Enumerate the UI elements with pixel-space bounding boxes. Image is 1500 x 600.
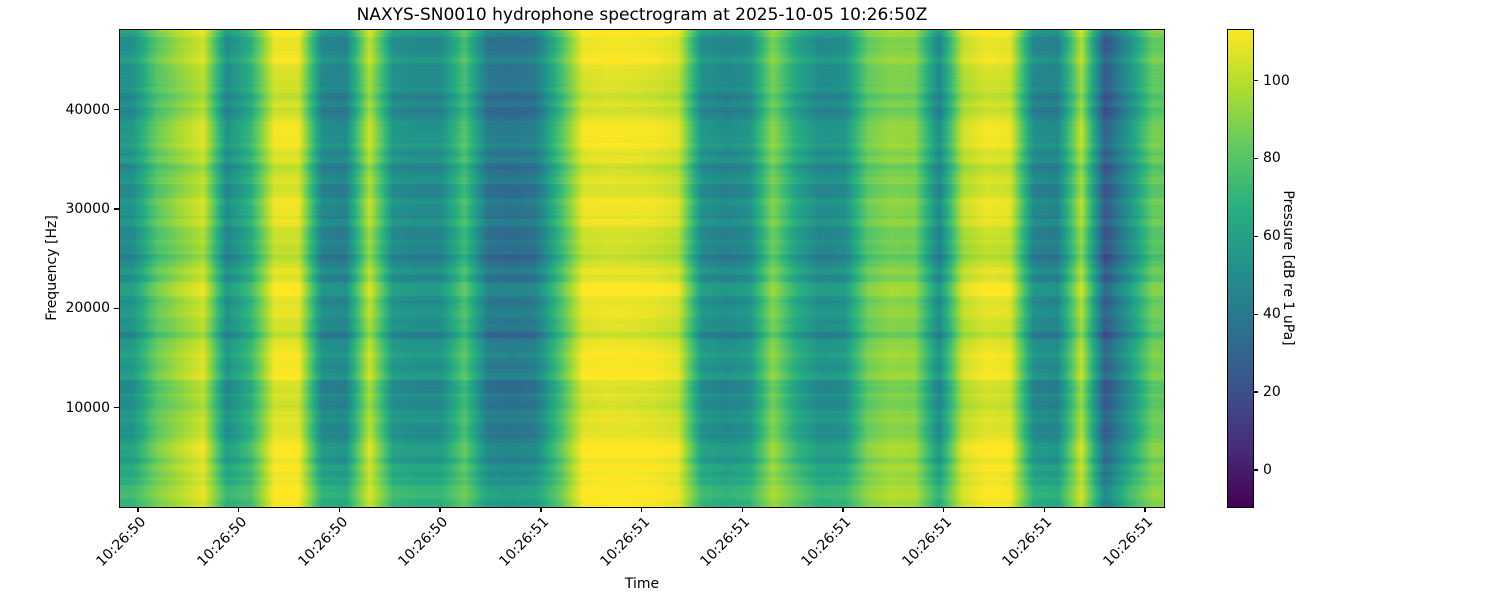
x-tick-mark (741, 507, 743, 512)
y-tick-mark (114, 208, 119, 210)
x-tick-mark (540, 507, 542, 512)
colorbar-tick-label: 60 (1263, 228, 1281, 245)
colorbar-tick-mark (1253, 157, 1258, 160)
colorbar-tick-label: 40 (1263, 306, 1281, 323)
x-tick-mark (842, 507, 844, 512)
x-tick-label: 10:26:51 (985, 514, 1157, 570)
spectrogram-plot-area (119, 29, 1165, 508)
chart-title: NAXYS-SN0010 hydrophone spectrogram at 2… (356, 5, 928, 25)
x-tick-mark (942, 507, 945, 512)
colorbar-tick-label: 80 (1263, 150, 1281, 167)
colorbar-tick-mark (1253, 313, 1258, 315)
colorbar-tick-mark (1253, 391, 1258, 393)
y-tick-mark (114, 307, 119, 309)
y-tick-mark (114, 108, 119, 111)
y-tick-label: 10000 (65, 399, 110, 416)
y-tick-label: 30000 (65, 200, 110, 217)
spectrogram-heatmap-image (120, 30, 1164, 507)
x-tick-mark (338, 507, 341, 512)
x-tick-mark (439, 507, 441, 512)
x-tick-mark (640, 507, 643, 512)
y-tick-label: 40000 (65, 101, 110, 118)
y-tick-mark (114, 406, 119, 409)
x-tick-mark (137, 507, 139, 512)
colorbar-tick-label: 100 (1263, 72, 1290, 89)
x-tick-mark (238, 507, 240, 512)
colorbar-tick-label: 0 (1263, 462, 1272, 478)
colorbar-tick-mark (1253, 235, 1258, 238)
colorbar-tick-mark (1253, 79, 1258, 82)
colorbar-tick-mark (1253, 469, 1258, 471)
x-tick-label-text: 10:26:51 (1100, 514, 1157, 570)
colorbar (1227, 29, 1254, 508)
x-tick-mark (1144, 507, 1146, 512)
colorbar-label: Pressure [dB re 1 uPa] (1280, 190, 1296, 346)
y-tick-label: 20000 (65, 300, 110, 317)
colorbar-tick-label: 20 (1263, 384, 1281, 401)
x-tick-mark (1043, 507, 1046, 512)
x-axis-label: Time (624, 576, 660, 592)
